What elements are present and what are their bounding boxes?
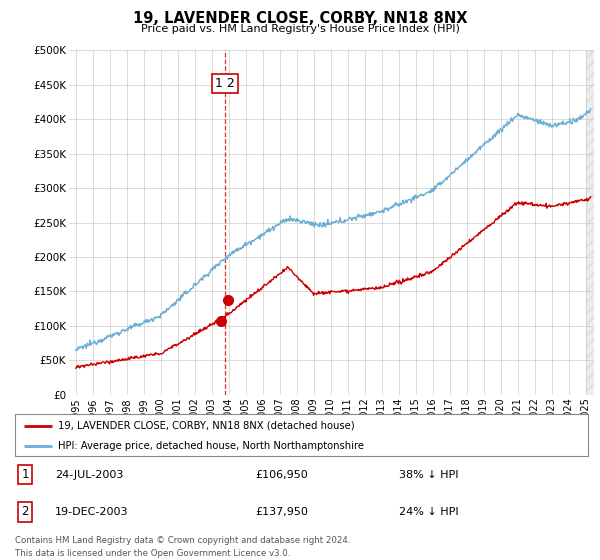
Text: 2: 2	[22, 505, 29, 518]
Text: 1 2: 1 2	[215, 77, 235, 90]
Text: 24% ↓ HPI: 24% ↓ HPI	[399, 507, 458, 517]
Text: This data is licensed under the Open Government Licence v3.0.: This data is licensed under the Open Gov…	[15, 549, 290, 558]
Text: 1: 1	[22, 468, 29, 481]
Text: HPI: Average price, detached house, North Northamptonshire: HPI: Average price, detached house, Nort…	[58, 441, 364, 451]
Text: Price paid vs. HM Land Registry's House Price Index (HPI): Price paid vs. HM Land Registry's House …	[140, 24, 460, 34]
FancyBboxPatch shape	[15, 414, 588, 456]
Text: 38% ↓ HPI: 38% ↓ HPI	[399, 470, 458, 479]
Text: £106,950: £106,950	[256, 470, 308, 479]
Text: 19-DEC-2003: 19-DEC-2003	[55, 507, 128, 517]
Text: Contains HM Land Registry data © Crown copyright and database right 2024.: Contains HM Land Registry data © Crown c…	[15, 536, 350, 545]
Text: 19, LAVENDER CLOSE, CORBY, NN18 8NX: 19, LAVENDER CLOSE, CORBY, NN18 8NX	[133, 11, 467, 26]
Text: 19, LAVENDER CLOSE, CORBY, NN18 8NX (detached house): 19, LAVENDER CLOSE, CORBY, NN18 8NX (det…	[58, 421, 355, 431]
Text: £137,950: £137,950	[256, 507, 308, 517]
Text: 24-JUL-2003: 24-JUL-2003	[55, 470, 124, 479]
Bar	[586, 50, 594, 395]
